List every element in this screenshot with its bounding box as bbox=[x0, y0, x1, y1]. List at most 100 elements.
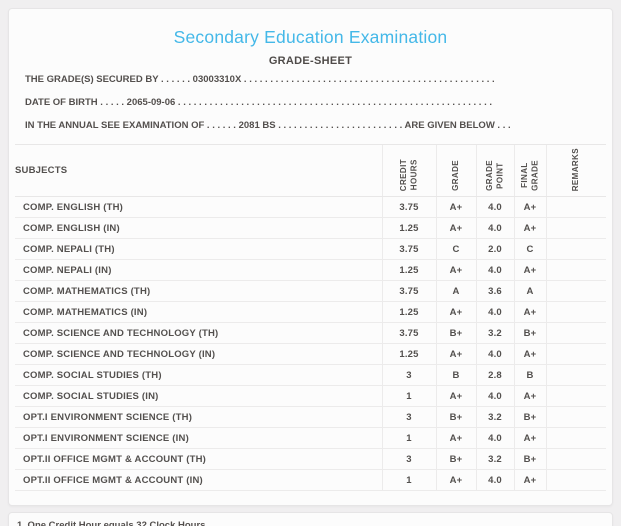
grade-cell: B+ bbox=[435, 448, 476, 471]
remarks-cell bbox=[545, 259, 606, 282]
remarks-cell bbox=[545, 196, 606, 219]
remarks-cell bbox=[545, 406, 606, 429]
grade-point-cell: 4.0 bbox=[475, 343, 514, 366]
grade-header-label: GRADE bbox=[450, 160, 460, 192]
grade-point-cell: 4.0 bbox=[475, 469, 514, 492]
final-grade-cell: A+ bbox=[513, 217, 546, 240]
table-row: COMP. SOCIAL STUDIES (IN) 1 A+ 4.0 A+ bbox=[15, 385, 606, 408]
subject-cell: COMP. SCIENCE AND TECHNOLOGY (TH) bbox=[15, 322, 382, 345]
gpa-summary: GRADE POINT AVERAGE (GPA) : 3.36 bbox=[15, 491, 606, 505]
subject-cell: COMP. SOCIAL STUDIES (IN) bbox=[15, 385, 382, 408]
final-grade-cell: A+ bbox=[513, 343, 546, 366]
credit-hours-cell: 3.75 bbox=[381, 238, 436, 261]
subject-cell: COMP. NEPALI (IN) bbox=[15, 259, 382, 282]
table-row: COMP. NEPALI (TH) 3.75 C 2.0 C bbox=[15, 238, 606, 261]
grade-point-cell: 4.0 bbox=[475, 427, 514, 450]
final-grade-cell: B+ bbox=[513, 448, 546, 471]
grade-cell: A+ bbox=[435, 385, 476, 408]
student-info-section: THE GRADE(S) SECURED BY . . . . . . 0300… bbox=[15, 75, 606, 131]
grade-point-cell: 4.0 bbox=[475, 217, 514, 240]
column-header-credit-hours: CREDIT HOURS bbox=[381, 143, 436, 198]
student-id-line: THE GRADE(S) SECURED BY . . . . . . 0300… bbox=[25, 75, 495, 85]
remarks-cell bbox=[545, 427, 606, 450]
remarks-cell bbox=[545, 469, 606, 492]
remarks-cell bbox=[545, 364, 606, 387]
final-grade-cell: B bbox=[513, 364, 546, 387]
table-row: COMP. ENGLISH (TH) 3.75 A+ 4.0 A+ bbox=[15, 196, 606, 219]
subject-cell: COMP. ENGLISH (TH) bbox=[15, 196, 382, 219]
grade-point-cell: 2.0 bbox=[475, 238, 514, 261]
grade-point-cell: 3.6 bbox=[475, 280, 514, 303]
grade-point-cell: 4.0 bbox=[475, 259, 514, 282]
footnote-credit-hours: 1. One Credit Hour equals 32 Clock Hours bbox=[17, 520, 206, 526]
grade-point-cell: 2.8 bbox=[475, 364, 514, 387]
final-grade-header-label: FINAL GRADE bbox=[519, 160, 539, 192]
remarks-cell bbox=[545, 322, 606, 345]
grade-cell: A+ bbox=[435, 469, 476, 492]
final-grade-cell: B+ bbox=[513, 406, 546, 429]
table-row: OPT.II OFFICE MGMT & ACCOUNT (TH) 3 B+ 3.2 B… bbox=[15, 448, 606, 471]
subject-cell: COMP. SCIENCE AND TECHNOLOGY (IN) bbox=[15, 343, 382, 366]
grade-point-cell: 4.0 bbox=[475, 385, 514, 408]
credit-hours-cell: 1 bbox=[381, 469, 436, 492]
final-grade-cell: A+ bbox=[513, 301, 546, 324]
credit-hours-cell: 3.75 bbox=[381, 280, 436, 303]
grade-cell: A+ bbox=[435, 301, 476, 324]
table-row: OPT.I ENVIRONMENT SCIENCE (TH) 3 B+ 3.2 B+ bbox=[15, 406, 606, 429]
column-header-remarks: REMARKS bbox=[545, 143, 606, 198]
grade-sheet-card: Secondary Education Examination GRADE-SH… bbox=[8, 8, 613, 506]
grade-cell: B bbox=[435, 364, 476, 387]
credit-hours-cell: 3.75 bbox=[381, 322, 436, 345]
subject-cell: OPT.I ENVIRONMENT SCIENCE (IN) bbox=[15, 427, 382, 450]
subject-cell: COMP. SOCIAL STUDIES (TH) bbox=[15, 364, 382, 387]
grade-point-header-label: GRADE POINT bbox=[484, 160, 504, 192]
grade-sheet-subtitle: GRADE-SHEET bbox=[268, 55, 353, 67]
credit-hours-cell: 1.25 bbox=[381, 301, 436, 324]
grade-point-cell: 3.2 bbox=[475, 322, 514, 345]
subject-cell: COMP. MATHEMATICS (TH) bbox=[15, 280, 382, 303]
credit-hours-cell: 1.25 bbox=[381, 217, 436, 240]
final-grade-cell: A+ bbox=[513, 427, 546, 450]
grade-cell: B+ bbox=[435, 322, 476, 345]
final-grade-cell: A bbox=[513, 280, 546, 303]
credit-hours-cell: 1.25 bbox=[381, 343, 436, 366]
remarks-header-label: REMARKS bbox=[571, 148, 581, 192]
grade-cell: A+ bbox=[435, 343, 476, 366]
table-row: COMP. MATHEMATICS (IN) 1.25 A+ 4.0 A+ bbox=[15, 301, 606, 324]
table-row: COMP. NEPALI (IN) 1.25 A+ 4.0 A+ bbox=[15, 259, 606, 282]
grade-cell: C bbox=[435, 238, 476, 261]
remarks-cell bbox=[545, 301, 606, 324]
subject-cell: COMP. NEPALI (TH) bbox=[15, 238, 382, 261]
credit-hours-cell: 3 bbox=[381, 448, 436, 471]
column-header-grade-point: GRADE POINT bbox=[475, 143, 514, 198]
table-row: COMP. ENGLISH (IN) 1.25 A+ 4.0 A+ bbox=[15, 217, 606, 240]
table-row: COMP. SOCIAL STUDIES (TH) 3 B 2.8 B bbox=[15, 364, 606, 387]
column-header-subjects: SUBJECTS bbox=[15, 143, 382, 198]
page-title: Secondary Education Examination bbox=[173, 27, 448, 47]
remarks-cell bbox=[545, 238, 606, 261]
remarks-cell bbox=[545, 343, 606, 366]
table-row: COMP. SCIENCE AND TECHNOLOGY (TH) 3.75 B+ 3… bbox=[15, 322, 606, 345]
date-of-birth-line: DATE OF BIRTH . . . . . 2065-09-06 . . .… bbox=[25, 98, 493, 108]
remarks-cell bbox=[545, 280, 606, 303]
credit-hours-cell: 1 bbox=[381, 385, 436, 408]
credit-hours-cell: 1.25 bbox=[381, 259, 436, 282]
credit-hours-cell: 3 bbox=[381, 364, 436, 387]
subject-cell: OPT.II OFFICE MGMT & ACCOUNT (TH) bbox=[15, 448, 382, 471]
grade-cell: A bbox=[435, 280, 476, 303]
credit-hours-cell: 3.75 bbox=[381, 196, 436, 219]
column-header-final-grade: FINAL GRADE bbox=[513, 143, 546, 198]
column-header-grade: GRADE bbox=[435, 143, 476, 198]
remarks-cell bbox=[545, 448, 606, 471]
final-grade-cell: B+ bbox=[513, 322, 546, 345]
remarks-cell bbox=[545, 217, 606, 240]
exam-year-line: IN THE ANNUAL SEE EXAMINATION OF . . . .… bbox=[25, 121, 511, 131]
final-grade-cell: A+ bbox=[513, 196, 546, 219]
grade-cell: B+ bbox=[435, 406, 476, 429]
grade-cell: A+ bbox=[435, 196, 476, 219]
final-grade-cell: C bbox=[513, 238, 546, 261]
grade-cell: A+ bbox=[435, 259, 476, 282]
credit-hours-cell: 1 bbox=[381, 427, 436, 450]
grade-cell: A+ bbox=[435, 427, 476, 450]
remarks-cell bbox=[545, 385, 606, 408]
